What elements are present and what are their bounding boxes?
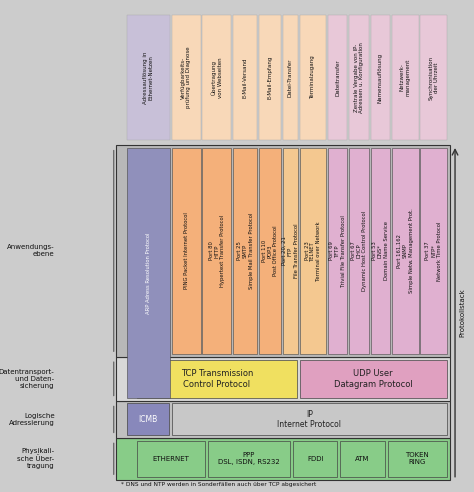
Text: IP
Internet Protocol: IP Internet Protocol: [277, 410, 341, 429]
Bar: [293, 441, 337, 477]
Bar: [233, 148, 257, 354]
Bar: [137, 360, 297, 398]
Bar: [127, 148, 170, 398]
Bar: [388, 441, 447, 477]
Text: E-Mail-Versand: E-Mail-Versand: [243, 57, 248, 98]
Text: Port 53
DNS*
Domain Name Service: Port 53 DNS* Domain Name Service: [372, 221, 389, 280]
Bar: [349, 15, 369, 140]
Text: Port 20, 21
FTP
File Transfer Protocol: Port 20, 21 FTP File Transfer Protocol: [282, 223, 299, 278]
Text: TCP Transmission
Control Protocol: TCP Transmission Control Protocol: [181, 369, 253, 389]
Bar: [283, 148, 298, 354]
Bar: [172, 148, 201, 354]
Text: PPP
DSL, ISDN, RS232: PPP DSL, ISDN, RS232: [218, 452, 280, 465]
Bar: [116, 438, 450, 480]
Bar: [202, 15, 231, 140]
Bar: [116, 401, 450, 438]
Text: Verfügbarkeits-
prüfung und Diagnose: Verfügbarkeits- prüfung und Diagnose: [181, 47, 191, 108]
Text: Übertragung
von Webseiten: Übertragung von Webseiten: [211, 57, 223, 98]
Text: Port 161,162
SNMP
Simple Netw. Management Prot.: Port 161,162 SNMP Simple Netw. Managemen…: [397, 209, 414, 293]
Bar: [340, 441, 385, 477]
Text: Port 37
NTP*
Network Time Protocol: Port 37 NTP* Network Time Protocol: [425, 221, 442, 280]
Text: Netzwerk-
management: Netzwerk- management: [400, 59, 410, 96]
Text: Datei-Transfer: Datei-Transfer: [288, 58, 293, 97]
Bar: [371, 15, 390, 140]
Text: * DNS und NTP werden in Sonderfällen auch über TCP abgesichert: * DNS und NTP werden in Sonderfällen auc…: [121, 482, 316, 487]
Text: Synchronisation
der Uhrzeit: Synchronisation der Uhrzeit: [428, 56, 439, 99]
Bar: [300, 148, 326, 354]
Bar: [116, 145, 450, 357]
Bar: [259, 148, 281, 354]
Text: FDDI: FDDI: [307, 456, 323, 462]
Text: Port 25
SMTP
Simple Mail Transfer Protocol: Port 25 SMTP Simple Mail Transfer Protoc…: [237, 213, 254, 289]
Bar: [420, 15, 447, 140]
Text: Port 67
DHCP
Dynamic Host Control Protocol: Port 67 DHCP Dynamic Host Control Protoc…: [351, 211, 367, 291]
Text: Dateitransfer: Dateitransfer: [335, 59, 340, 96]
Bar: [328, 15, 347, 140]
Bar: [392, 15, 419, 140]
Bar: [420, 148, 447, 354]
Bar: [392, 148, 419, 354]
Bar: [116, 357, 450, 401]
Bar: [328, 148, 347, 354]
Bar: [371, 148, 390, 354]
Text: ETHERNET: ETHERNET: [152, 456, 189, 462]
Text: Physikali-
sche Über-
tragung: Physikali- sche Über- tragung: [18, 448, 55, 469]
Bar: [283, 15, 298, 140]
Bar: [137, 441, 205, 477]
Bar: [300, 15, 326, 140]
Text: PING Packet Internet Protocol: PING Packet Internet Protocol: [183, 213, 189, 289]
Text: Port 23
TELNET
Terminal over Network: Port 23 TELNET Terminal over Network: [304, 221, 321, 281]
Bar: [300, 360, 447, 398]
Text: Adressauflösung in
Ethernet-Netzen: Adressauflösung in Ethernet-Netzen: [143, 51, 154, 104]
Text: UDP User
Datagram Protocol: UDP User Datagram Protocol: [334, 369, 413, 389]
Bar: [202, 148, 231, 354]
Text: Anwendungs-
ebene: Anwendungs- ebene: [7, 245, 55, 257]
Bar: [259, 15, 281, 140]
Text: Port 69
TFTP
Trivial File Transfer Protocol: Port 69 TFTP Trivial File Transfer Proto…: [329, 215, 346, 287]
Bar: [127, 403, 169, 435]
Bar: [233, 15, 257, 140]
Text: Protokollstack: Protokollstack: [459, 288, 465, 337]
Text: Datentransport-
und Daten-
sicherung: Datentransport- und Daten- sicherung: [0, 369, 55, 389]
Bar: [349, 148, 369, 354]
Bar: [127, 15, 170, 140]
Text: Zentrale Vergabe von IP-
Adressen u. Konfiguration: Zentrale Vergabe von IP- Adressen u. Kon…: [354, 42, 365, 113]
Bar: [208, 441, 290, 477]
Text: Port 110
POP3
Post Office Protocol: Port 110 POP3 Post Office Protocol: [262, 226, 279, 276]
Bar: [172, 403, 447, 435]
Text: E-Mail-Empfang: E-Mail-Empfang: [268, 56, 273, 99]
Text: Terminalzugang: Terminalzugang: [310, 56, 315, 99]
Bar: [172, 15, 201, 140]
Text: Logische
Adressierung: Logische Adressierung: [9, 413, 55, 426]
Text: TOKEN
RING: TOKEN RING: [405, 452, 429, 465]
Text: Port 80
HTTP
Hypertext Transfer Protocol: Port 80 HTTP Hypertext Transfer Protocol: [209, 215, 225, 287]
Text: ARP Adress Resolution Protocol: ARP Adress Resolution Protocol: [146, 232, 151, 314]
Text: ICMB: ICMB: [138, 415, 158, 424]
Text: ATM: ATM: [356, 456, 370, 462]
Text: Namensauflösung: Namensauflösung: [378, 53, 383, 102]
